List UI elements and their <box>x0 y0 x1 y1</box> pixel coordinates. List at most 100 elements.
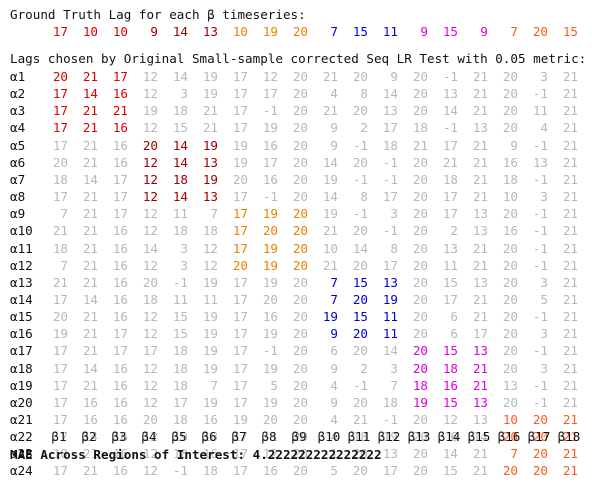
matrix-cell: 17 <box>232 274 248 290</box>
matrix-cell: 11 <box>172 206 188 222</box>
matrix-cell: 21 <box>82 463 98 479</box>
matrix-cell: 20 <box>292 154 308 170</box>
matrix-cell: 17 <box>232 446 248 462</box>
matrix-cell: 21 <box>82 137 98 153</box>
matrix-cell: 20 <box>52 69 68 84</box>
matrix-cell: 21 <box>82 240 98 256</box>
row-label: α15 <box>10 309 33 325</box>
row-label: α4 <box>10 120 26 136</box>
column-label: β5 <box>171 429 187 444</box>
matrix-cell: 21 <box>472 240 488 256</box>
matrix-cell: 20 <box>262 291 278 307</box>
matrix-cell: 13 <box>472 343 488 359</box>
matrix-cell: 13 <box>442 86 458 102</box>
matrix-cell: -1 <box>382 223 398 239</box>
matrix-cell: -1 <box>382 154 398 170</box>
matrix-cell: 13 <box>502 377 518 393</box>
matrix-cell: 17 <box>232 343 248 359</box>
matrix-cell: 17 <box>142 343 158 359</box>
matrix-cell: 20 <box>502 291 518 307</box>
matrix-cell: 21 <box>472 189 488 205</box>
matrix-cell: 15 <box>442 343 458 359</box>
matrix-cell: 11 <box>382 326 398 342</box>
matrix-cell: 17 <box>382 120 398 136</box>
column-label: β12 <box>377 429 401 444</box>
matrix-cell: 14 <box>442 103 458 119</box>
matrix-cell: 21 <box>562 206 578 222</box>
matrix-cell: 20 <box>412 429 428 445</box>
matrix-cell: 13 <box>382 103 398 119</box>
matrix-cell: 18 <box>172 412 188 427</box>
matrix-cell: 20 <box>352 223 368 239</box>
matrix-cell: 20 <box>502 240 518 256</box>
matrix-cell: 15 <box>172 120 188 136</box>
matrix-cell: -1 <box>352 171 368 187</box>
matrix-cell: 19 <box>232 154 248 170</box>
matrix-cell: 12 <box>142 171 158 187</box>
matrix-cell: 12 <box>142 69 158 84</box>
matrix-cell: 5 <box>330 463 338 479</box>
matrix-cell: 10 <box>322 240 338 256</box>
matrix-cell: 18 <box>172 223 188 239</box>
matrix-cell: -1 <box>532 223 548 239</box>
matrix-cell: 17 <box>232 291 248 307</box>
matrix-cell: 4 <box>330 412 338 427</box>
matrix-cell: 20 <box>352 154 368 170</box>
matrix-cell: 19 <box>202 137 218 153</box>
ground-truth-value: 10 <box>112 24 128 39</box>
column-label: β15 <box>467 429 491 444</box>
matrix-cell: 17 <box>232 429 248 445</box>
matrix-cell: 4 <box>330 377 338 393</box>
matrix-cell: 21 <box>52 223 68 239</box>
matrix-cell: 17 <box>112 343 128 359</box>
matrix-cell: 19 <box>262 120 278 136</box>
matrix-cell: 14 <box>442 446 458 462</box>
matrix-cell: 20 <box>292 446 308 462</box>
matrix-cell: 20 <box>502 86 518 102</box>
matrix-cell: 17 <box>232 360 248 376</box>
matrix-cell: -1 <box>262 429 278 445</box>
row-label: α1 <box>10 69 26 84</box>
matrix-cell: 18 <box>202 223 218 239</box>
matrix-cell: 17 <box>172 394 188 410</box>
matrix-cell: 21 <box>562 446 578 462</box>
matrix-cell: 14 <box>172 137 188 153</box>
ground-truth-value: 10 <box>232 24 248 39</box>
matrix-cell: 21 <box>562 86 578 102</box>
matrix-cell: 16 <box>112 154 128 170</box>
matrix-cell: 7 <box>210 377 218 393</box>
matrix-cell: 20 <box>352 69 368 84</box>
matrix-cell: 21 <box>472 291 488 307</box>
matrix-cell: 20 <box>502 394 518 410</box>
matrix-cell: 13 <box>532 154 548 170</box>
ground-truth-value: 7 <box>510 24 518 39</box>
matrix-cell: 20 <box>412 206 428 222</box>
matrix-cell: 20 <box>352 257 368 273</box>
matrix-cell: 18 <box>202 463 218 479</box>
matrix-cell: 18 <box>412 377 428 393</box>
matrix-cell: 20 <box>412 326 428 342</box>
matrix-cell: 2 <box>450 223 458 239</box>
matrix-cell: 21 <box>472 360 488 376</box>
matrix-cell: 21 <box>82 189 98 205</box>
matrix-cell: -1 <box>532 309 548 325</box>
matrix-cell: 6 <box>450 309 458 325</box>
matrix-cell: 19 <box>202 274 218 290</box>
matrix-cell: 8 <box>360 189 368 205</box>
matrix-cell: 15 <box>352 309 368 325</box>
matrix-cell: 17 <box>52 360 68 376</box>
matrix-cell: 20 <box>232 171 248 187</box>
matrix-cell: 20 <box>292 69 308 84</box>
matrix-cell: 19 <box>262 360 278 376</box>
matrix-cell: 21 <box>562 69 578 84</box>
row-label: α24 <box>10 463 33 479</box>
matrix-cell: 17 <box>52 291 68 307</box>
matrix-cell: 20 <box>412 103 428 119</box>
ground-truth-value: 9 <box>420 24 428 39</box>
matrix-cell: -1 <box>172 274 188 290</box>
matrix-cell: 16 <box>112 463 128 479</box>
matrix-cell: 20 <box>52 154 68 170</box>
row-label: α21 <box>10 412 33 427</box>
matrix-cell: 20 <box>502 257 518 273</box>
matrix-cell: 10 <box>502 412 518 427</box>
